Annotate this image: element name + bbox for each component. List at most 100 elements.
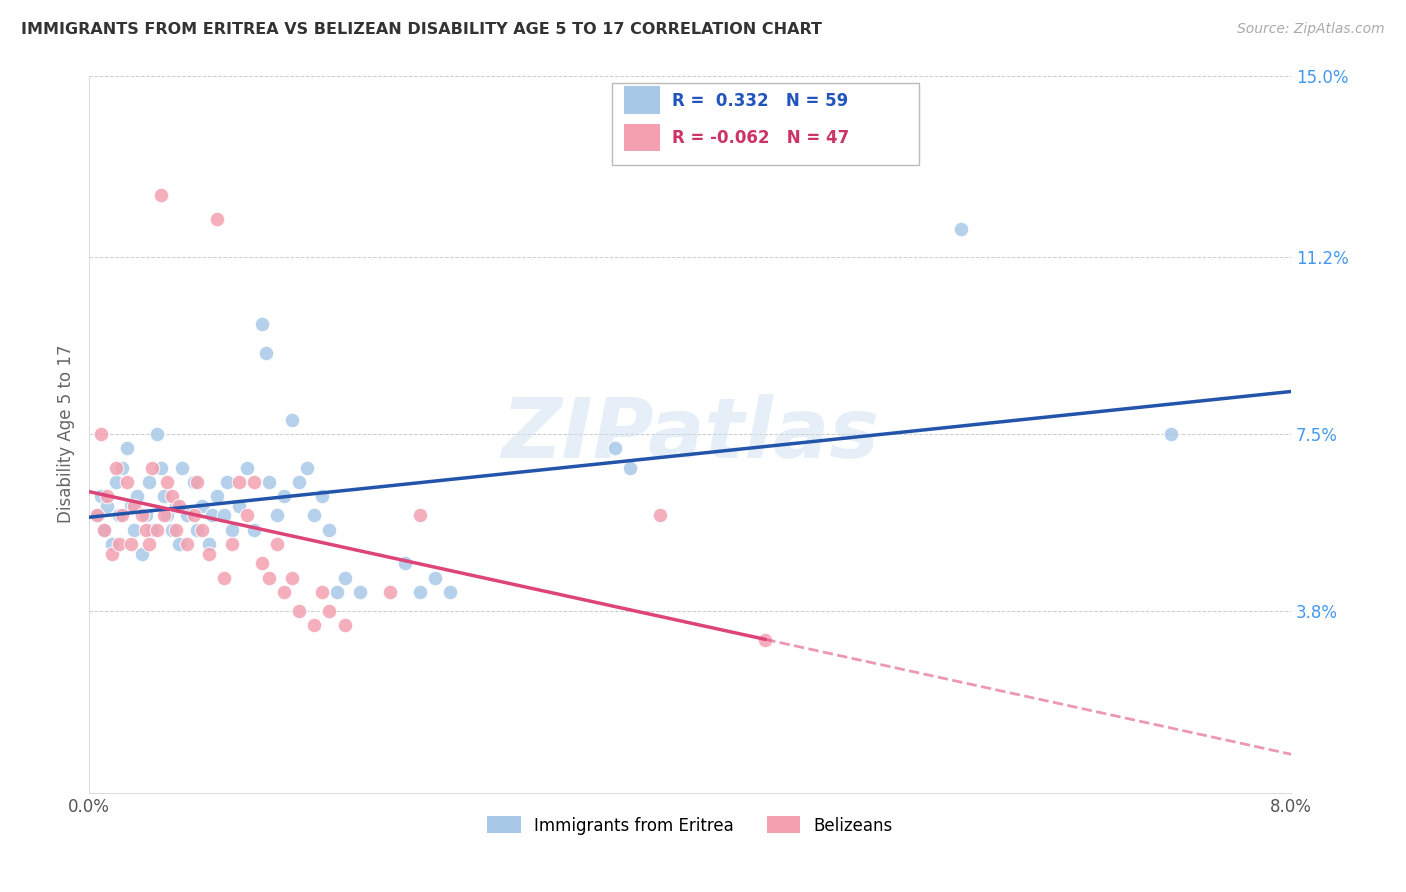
Point bbox=[183, 508, 205, 523]
Point bbox=[105, 475, 128, 489]
Point bbox=[281, 570, 304, 584]
Point bbox=[165, 523, 187, 537]
Point bbox=[198, 547, 221, 561]
Point bbox=[318, 604, 340, 618]
Point bbox=[326, 585, 349, 599]
Point bbox=[96, 489, 118, 503]
Point bbox=[138, 537, 160, 551]
Text: R =  0.332   N = 59: R = 0.332 N = 59 bbox=[672, 92, 848, 110]
Point bbox=[205, 211, 228, 226]
Point bbox=[100, 547, 122, 561]
Point bbox=[236, 460, 259, 475]
Text: IMMIGRANTS FROM ERITREA VS BELIZEAN DISABILITY AGE 5 TO 17 CORRELATION CHART: IMMIGRANTS FROM ERITREA VS BELIZEAN DISA… bbox=[21, 22, 823, 37]
Point bbox=[115, 475, 138, 489]
Point bbox=[93, 523, 115, 537]
Point bbox=[619, 460, 641, 475]
Point bbox=[205, 489, 228, 503]
Point bbox=[90, 489, 112, 503]
Point bbox=[183, 475, 205, 489]
Point bbox=[288, 475, 311, 489]
Y-axis label: Disability Age 5 to 17: Disability Age 5 to 17 bbox=[58, 345, 75, 524]
FancyBboxPatch shape bbox=[624, 87, 659, 113]
Point bbox=[408, 585, 430, 599]
Point bbox=[250, 556, 273, 570]
Point bbox=[100, 537, 122, 551]
Point bbox=[191, 523, 214, 537]
Point bbox=[141, 460, 163, 475]
Point bbox=[105, 460, 128, 475]
Point bbox=[304, 508, 326, 523]
Point bbox=[266, 537, 288, 551]
Point bbox=[165, 499, 187, 513]
FancyBboxPatch shape bbox=[612, 83, 918, 165]
Point bbox=[141, 523, 163, 537]
Point bbox=[228, 475, 250, 489]
Point bbox=[408, 508, 430, 523]
Point bbox=[150, 188, 173, 202]
FancyBboxPatch shape bbox=[624, 124, 659, 151]
Point bbox=[273, 489, 295, 503]
Point bbox=[243, 523, 266, 537]
Point bbox=[1160, 427, 1182, 442]
Point bbox=[333, 570, 356, 584]
Point bbox=[949, 221, 972, 235]
Point bbox=[266, 508, 288, 523]
Point bbox=[221, 537, 243, 551]
Point bbox=[439, 585, 461, 599]
Point bbox=[236, 508, 259, 523]
Point bbox=[120, 537, 142, 551]
Point bbox=[254, 346, 277, 360]
Point bbox=[221, 523, 243, 537]
Point bbox=[120, 499, 142, 513]
Point bbox=[131, 547, 153, 561]
Point bbox=[127, 489, 149, 503]
Point bbox=[333, 618, 356, 632]
Point bbox=[156, 508, 179, 523]
Point bbox=[176, 508, 198, 523]
Point bbox=[108, 508, 131, 523]
Point bbox=[90, 427, 112, 442]
Point bbox=[86, 508, 108, 523]
Point bbox=[145, 523, 167, 537]
Text: ZIPatlas: ZIPatlas bbox=[501, 393, 879, 475]
Point bbox=[131, 508, 153, 523]
Point bbox=[153, 508, 176, 523]
Point bbox=[198, 537, 221, 551]
Point bbox=[153, 489, 176, 503]
Point bbox=[167, 499, 190, 513]
Point bbox=[217, 475, 239, 489]
Point bbox=[115, 442, 138, 456]
Point bbox=[145, 427, 167, 442]
Point bbox=[111, 460, 134, 475]
Point bbox=[295, 460, 318, 475]
Point bbox=[304, 618, 326, 632]
Point bbox=[288, 604, 311, 618]
Point bbox=[135, 508, 157, 523]
Point bbox=[96, 499, 118, 513]
Point bbox=[259, 475, 281, 489]
Point bbox=[201, 508, 224, 523]
Point bbox=[160, 523, 183, 537]
Point bbox=[243, 475, 266, 489]
Text: Source: ZipAtlas.com: Source: ZipAtlas.com bbox=[1237, 22, 1385, 37]
Point bbox=[349, 585, 371, 599]
Point bbox=[86, 508, 108, 523]
Legend: Immigrants from Eritrea, Belizeans: Immigrants from Eritrea, Belizeans bbox=[488, 816, 893, 835]
Point bbox=[108, 537, 131, 551]
Point bbox=[122, 523, 145, 537]
Point bbox=[311, 489, 333, 503]
Point bbox=[214, 508, 236, 523]
Point bbox=[122, 499, 145, 513]
Point bbox=[259, 570, 281, 584]
Point bbox=[250, 317, 273, 331]
Point bbox=[138, 475, 160, 489]
Point bbox=[228, 499, 250, 513]
Point bbox=[648, 508, 671, 523]
Point bbox=[191, 499, 214, 513]
Point bbox=[135, 523, 157, 537]
Point bbox=[273, 585, 295, 599]
Point bbox=[378, 585, 401, 599]
Point bbox=[318, 523, 340, 537]
Point bbox=[423, 570, 446, 584]
Point bbox=[311, 585, 333, 599]
